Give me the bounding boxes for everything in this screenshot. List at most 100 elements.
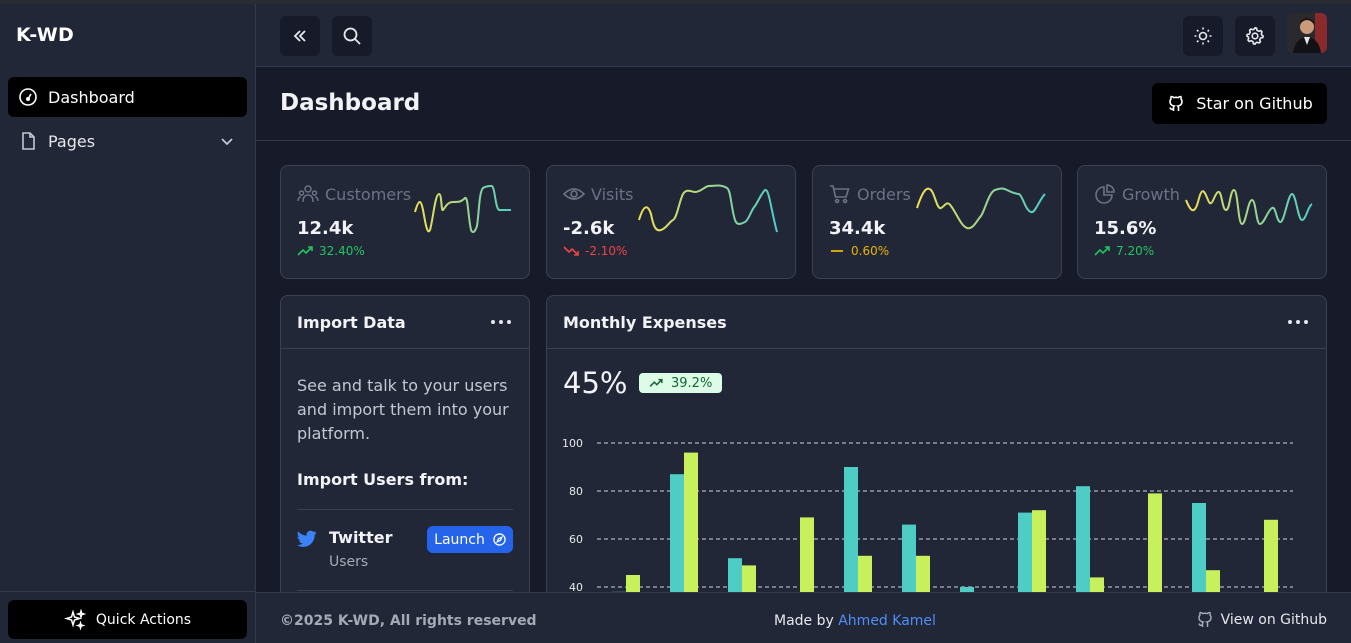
stat-label: Visits [591, 184, 634, 204]
bar-a[interactable] [1076, 486, 1090, 615]
star-button-label: Star on Github [1196, 94, 1313, 113]
sidebar-item-label: Dashboard [48, 87, 135, 107]
star-on-github-button[interactable]: Star on Github [1152, 83, 1327, 124]
bar-b[interactable] [1032, 510, 1046, 615]
settings-button[interactable] [1235, 16, 1275, 56]
search-button[interactable] [332, 16, 372, 56]
sparkline-visits [638, 184, 778, 233]
dashboard-gauge-icon [18, 87, 38, 107]
bar-b[interactable] [684, 452, 698, 615]
divider [297, 590, 513, 591]
main-area: Dashboard Star on Github Customers 12.4k… [256, 4, 1351, 643]
avatar-image [1287, 13, 1327, 53]
y-tick-label: 100 [562, 437, 583, 450]
sidebar-footer: Quick Actions [0, 591, 256, 643]
expenses-percent: 45% [563, 366, 628, 400]
stat-delta: 32.40% [319, 244, 365, 258]
bar-a[interactable] [1018, 512, 1032, 615]
eye-icon [563, 188, 585, 200]
sidebar-item-dashboard[interactable]: Dashboard [8, 77, 247, 117]
chevrons-left-icon [293, 30, 306, 42]
theme-toggle-button[interactable] [1183, 16, 1223, 56]
gear-icon [1245, 26, 1265, 46]
user-avatar[interactable] [1287, 13, 1327, 53]
more-options-icon[interactable] [491, 320, 511, 324]
stat-delta: 0.60% [851, 244, 890, 258]
trend-up-icon [1094, 246, 1110, 256]
stat-label: Customers [325, 184, 412, 204]
users-icon [297, 185, 319, 203]
card-title: Import Data [297, 313, 406, 332]
stat-value: 15.6% [1094, 218, 1157, 239]
brand-logo[interactable]: K-WD [16, 24, 75, 46]
quick-actions-label: Quick Actions [95, 611, 192, 628]
shopping-cart-icon [830, 185, 850, 204]
import-data-card: Import Data See and talk to your users a… [280, 295, 530, 615]
made-by-prefix: Made by [774, 613, 834, 629]
trend-up-icon [649, 378, 663, 387]
author-link[interactable]: Ahmed Kamel [838, 613, 936, 629]
sparkline-orders [916, 187, 1046, 230]
import-source-name: Twitter [329, 528, 393, 547]
bar-a[interactable] [670, 474, 684, 615]
stat-label: Growth [1122, 184, 1180, 204]
file-icon [18, 131, 38, 151]
github-link-label: View on Github [1220, 612, 1327, 628]
launch-button[interactable]: Launch [427, 526, 513, 553]
y-tick-label: 40 [569, 581, 583, 594]
bar-b[interactable] [1264, 519, 1278, 615]
view-on-github-link[interactable]: View on Github [1195, 610, 1327, 630]
quick-actions-button[interactable]: Quick Actions [8, 600, 247, 639]
chevron-down-icon [221, 138, 233, 146]
expenses-bar-chart: 100 80 60 40 [562, 437, 1293, 615]
stat-value: 12.4k [297, 218, 354, 239]
trend-down-icon [563, 246, 579, 256]
stat-label: Orders [857, 184, 911, 204]
collapse-sidebar-button[interactable] [280, 16, 320, 56]
github-icon [1169, 95, 1184, 111]
trend-flat-icon [831, 250, 843, 252]
more-options-icon[interactable] [1288, 320, 1308, 324]
bar-b[interactable] [1148, 493, 1162, 615]
page-title: Dashboard [280, 90, 421, 116]
footer: ©2025 K-WD, All rights reserved Made by … [256, 592, 1351, 643]
pie-chart-icon [1095, 184, 1115, 204]
stat-card-growth: Growth 15.6% 7.20% [1077, 165, 1327, 279]
sidebar-item-label: Pages [48, 131, 96, 151]
github-icon [1197, 611, 1212, 627]
page-header: Dashboard Star on Github [256, 68, 1351, 141]
copyright-text: ©2025 K-WD, All rights reserved [280, 613, 537, 629]
stat-card-customers: Customers 12.4k 32.40% [280, 165, 530, 279]
import-subtitle: Import Users from: [297, 470, 469, 489]
made-by: Made by Ahmed Kamel [774, 613, 936, 629]
topbar [256, 4, 1351, 67]
trend-up-icon [297, 246, 313, 256]
launch-label: Launch [434, 531, 485, 548]
sun-icon [1194, 27, 1212, 45]
expenses-badge-value: 39.2% [671, 375, 713, 391]
stat-delta: -2.10% [585, 244, 628, 258]
import-description: See and talk to your users and import th… [297, 376, 509, 443]
bar-b[interactable] [800, 517, 814, 615]
sparkline-customers [414, 184, 511, 234]
twitter-icon [297, 530, 317, 547]
bar-a[interactable] [1192, 503, 1206, 615]
stat-value: -2.6k [563, 218, 615, 239]
monthly-expenses-card: Monthly Expenses 45% 39.2% 100 80 60 40 [546, 295, 1327, 615]
divider [297, 509, 513, 510]
stat-card-orders: Orders 34.4k 0.60% [812, 165, 1062, 279]
import-source-sub: Users [329, 554, 369, 570]
y-tick-label: 60 [569, 533, 583, 546]
sidebar-item-pages[interactable]: Pages [8, 121, 247, 161]
sparkline-growth [1185, 188, 1313, 226]
expenses-badge: 39.2% [639, 373, 723, 393]
y-tick-label: 80 [569, 485, 583, 498]
search-icon [343, 27, 361, 45]
compass-icon [493, 533, 506, 546]
card-title: Monthly Expenses [563, 313, 727, 332]
bar-a[interactable] [844, 467, 858, 615]
sparkles-icon [63, 608, 86, 630]
stat-card-visits: Visits -2.6k -2.10% [546, 165, 796, 279]
stat-delta: 7.20% [1116, 244, 1155, 258]
bar-a[interactable] [902, 524, 916, 615]
